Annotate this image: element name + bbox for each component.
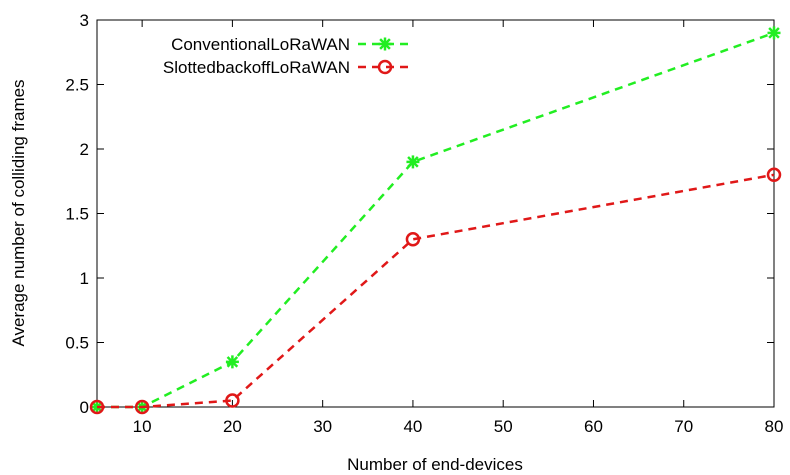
y-axis-label: Average number of colliding frames	[9, 79, 28, 346]
y-tick-label: 1.5	[65, 205, 89, 224]
x-tick-label: 30	[313, 417, 332, 436]
x-tick-label: 70	[674, 417, 693, 436]
data-point	[767, 26, 781, 40]
legend: ConventionalLoRaWAN SlottedbackoffLoRaWAN	[163, 35, 412, 77]
legend-marker	[378, 37, 392, 51]
data-point	[134, 399, 150, 415]
axis-ticks: 0 0.5 1 1.5 2 2.5 3 10 20 30 40 50 60 70 80	[65, 11, 783, 436]
series-line-2	[97, 173, 775, 409]
y-tick-label: 0.5	[65, 334, 89, 353]
legend-label: SlottedbackoffLoRaWAN	[163, 58, 350, 77]
plot-area-frame	[96, 19, 775, 408]
data-point	[89, 399, 105, 415]
data-point	[406, 155, 420, 169]
x-tick-label: 10	[133, 417, 152, 436]
x-axis-label: Number of end-devices	[347, 455, 523, 474]
y-tick-label: 0	[80, 398, 89, 417]
x-tick-label: 20	[223, 417, 242, 436]
x-tick-label: 80	[765, 417, 784, 436]
x-tick-label: 50	[494, 417, 513, 436]
legend-marker	[377, 59, 393, 75]
x-tick-label: 60	[584, 417, 603, 436]
series-lines	[89, 26, 782, 415]
y-tick-label: 1	[80, 269, 89, 288]
y-tick-label: 3	[80, 11, 89, 30]
data-point	[225, 393, 240, 408]
legend-label: ConventionalLoRaWAN	[171, 35, 350, 54]
series-line-1	[97, 31, 775, 409]
data-point	[225, 355, 239, 369]
y-tick-label: 2.5	[65, 76, 89, 95]
x-tick-label: 40	[403, 417, 422, 436]
y-tick-label: 2	[80, 140, 89, 159]
data-point	[405, 232, 421, 247]
data-point	[766, 167, 782, 183]
